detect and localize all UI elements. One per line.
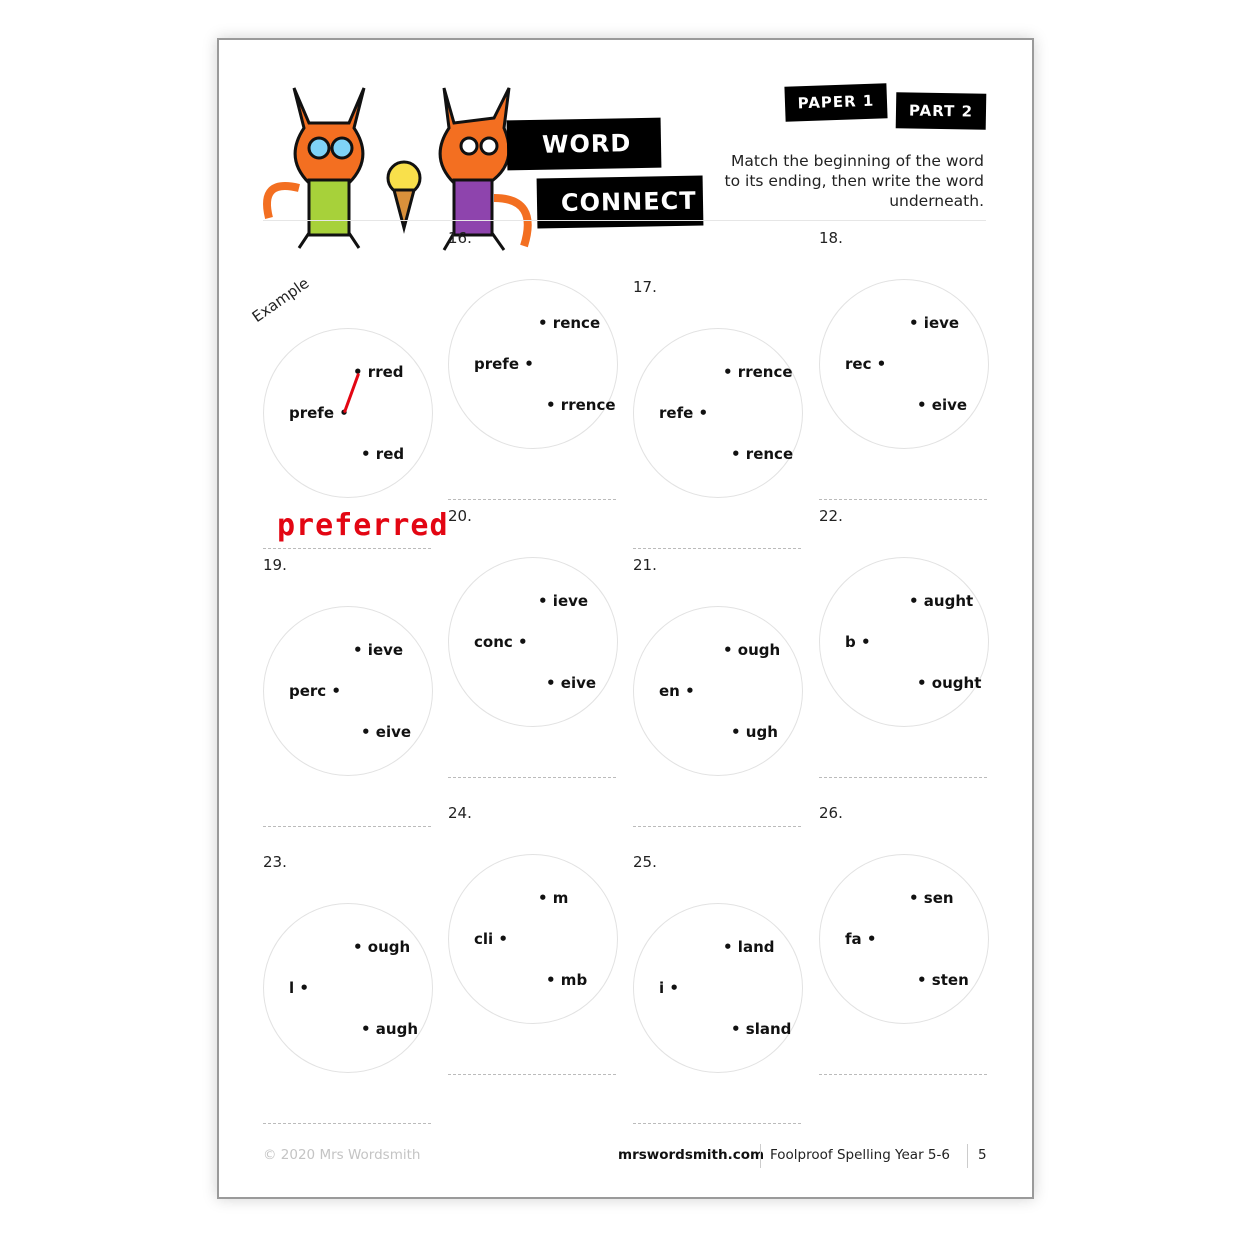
- word-ending-top[interactable]: • rrence: [723, 363, 793, 381]
- word-beginning[interactable]: i •: [659, 979, 679, 997]
- answer-line[interactable]: [448, 499, 616, 500]
- matching-circle: [448, 279, 618, 449]
- copyright: © 2020 Mrs Wordsmith: [263, 1147, 421, 1163]
- matching-circle: [263, 328, 433, 498]
- question-number: 23.: [263, 853, 287, 871]
- word-ending-bottom[interactable]: • ought: [917, 674, 982, 692]
- question-number: 25.: [633, 853, 657, 871]
- word-ending-top[interactable]: • rence: [538, 314, 601, 332]
- word-beginning[interactable]: rec •: [845, 355, 887, 373]
- title-word: WORD: [506, 117, 662, 171]
- book-title: Foolproof Spelling Year 5-6: [770, 1147, 950, 1163]
- word-ending-bottom[interactable]: • eive: [361, 723, 412, 741]
- word-beginning[interactable]: refe •: [659, 404, 709, 422]
- answer-line[interactable]: [448, 1074, 616, 1075]
- word-beginning[interactable]: conc •: [474, 633, 528, 651]
- worksheet-page: WORD CONNECT PAPER 1 PART 2 Match the be…: [217, 38, 1034, 1199]
- word-ending-bottom[interactable]: • rrence: [546, 396, 616, 414]
- answer-line[interactable]: [263, 826, 431, 827]
- word-beginning[interactable]: b •: [845, 633, 871, 651]
- word-ending-bottom[interactable]: • red: [361, 445, 405, 463]
- question-number: 24.: [448, 804, 472, 822]
- question-number: 17.: [633, 278, 657, 296]
- question-number: 16.: [448, 229, 472, 247]
- question-number: 22.: [819, 507, 843, 525]
- word-ending-bottom[interactable]: • eive: [546, 674, 597, 692]
- matching-circle: [448, 557, 618, 727]
- word-ending-top[interactable]: • ieve: [909, 314, 960, 332]
- answer-line[interactable]: [633, 548, 801, 549]
- page-number: 5: [978, 1147, 987, 1163]
- matching-circle: [819, 854, 989, 1024]
- word-beginning[interactable]: perc •: [289, 682, 342, 700]
- question-number: 26.: [819, 804, 843, 822]
- word-beginning[interactable]: prefe •: [474, 355, 534, 373]
- answer-line[interactable]: [819, 777, 987, 778]
- word-ending-bottom[interactable]: • sland: [731, 1020, 792, 1038]
- example-label: Example: [248, 273, 313, 326]
- answer-line[interactable]: [819, 499, 987, 500]
- footer-divider: [967, 1144, 968, 1168]
- word-beginning[interactable]: prefe •: [289, 404, 349, 422]
- word-ending-top[interactable]: • sen: [909, 889, 954, 907]
- paper-badge: PAPER 1: [784, 83, 888, 122]
- answer-line[interactable]: [263, 548, 431, 549]
- header-divider: [263, 220, 986, 221]
- matching-circle: [819, 557, 989, 727]
- instructions: Match the beginning of the word to its e…: [724, 152, 984, 210]
- answer-line[interactable]: [633, 826, 801, 827]
- word-ending-top[interactable]: • aught: [909, 592, 974, 610]
- word-ending-top[interactable]: • rred: [353, 363, 404, 381]
- word-beginning[interactable]: en •: [659, 682, 695, 700]
- website-link[interactable]: mrswordsmith.com: [618, 1147, 765, 1163]
- word-ending-top[interactable]: • ieve: [353, 641, 404, 659]
- word-ending-top[interactable]: • land: [723, 938, 775, 956]
- question-number: 19.: [263, 556, 287, 574]
- word-ending-bottom[interactable]: • eive: [917, 396, 968, 414]
- answer-line[interactable]: [819, 1074, 987, 1075]
- tiger-characters-illustration: [263, 87, 532, 251]
- word-ending-bottom[interactable]: • mb: [546, 971, 588, 989]
- word-ending-bottom[interactable]: • augh: [361, 1020, 419, 1038]
- word-ending-top[interactable]: • ough: [723, 641, 781, 659]
- matching-circle: [263, 606, 433, 776]
- matching-circle: [819, 279, 989, 449]
- example-answer: preferred: [277, 508, 449, 543]
- footer-divider: [760, 1144, 761, 1168]
- word-ending-top[interactable]: • ieve: [538, 592, 589, 610]
- question-number: 20.: [448, 507, 472, 525]
- matching-circle: [448, 854, 618, 1024]
- part-badge: PART 2: [895, 92, 987, 130]
- word-beginning[interactable]: l •: [289, 979, 309, 997]
- word-beginning[interactable]: fa •: [845, 930, 877, 948]
- word-ending-bottom[interactable]: • ugh: [731, 723, 778, 741]
- answer-line[interactable]: [263, 1123, 431, 1124]
- matching-circle: [633, 903, 803, 1073]
- word-ending-top[interactable]: • m: [538, 889, 569, 907]
- answer-line[interactable]: [448, 777, 616, 778]
- word-ending-top[interactable]: • ough: [353, 938, 411, 956]
- matching-circle: [633, 328, 803, 498]
- matching-circle: [263, 903, 433, 1073]
- word-ending-bottom[interactable]: • sten: [917, 971, 969, 989]
- word-beginning[interactable]: cli •: [474, 930, 508, 948]
- question-number: 18.: [819, 229, 843, 247]
- word-ending-bottom[interactable]: • rence: [731, 445, 794, 463]
- question-number: 21.: [633, 556, 657, 574]
- matching-circle: [633, 606, 803, 776]
- answer-line[interactable]: [633, 1123, 801, 1124]
